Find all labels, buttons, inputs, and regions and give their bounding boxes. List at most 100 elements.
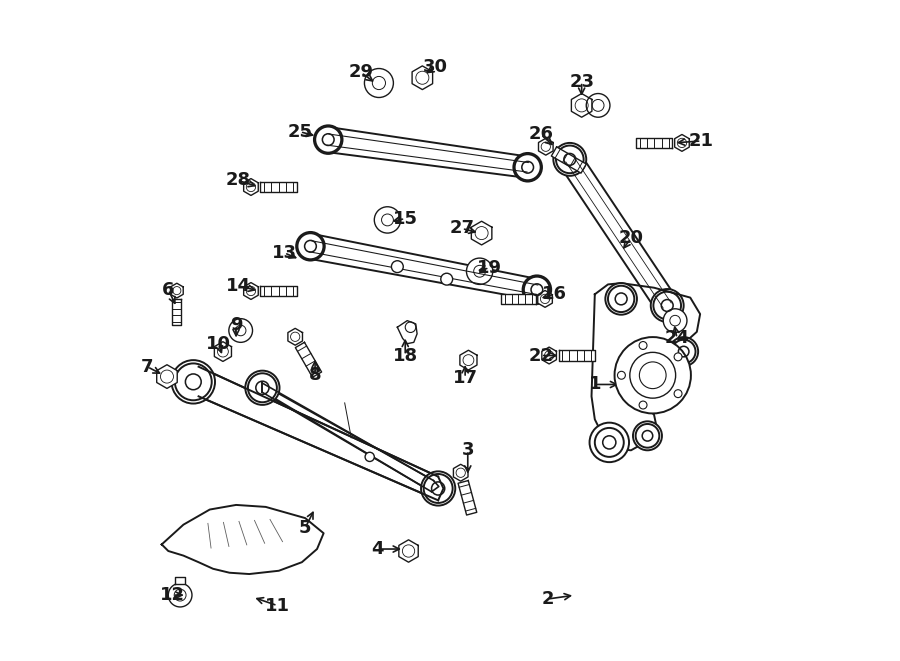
Text: 19: 19	[477, 259, 502, 277]
Circle shape	[651, 289, 684, 322]
Circle shape	[590, 422, 629, 462]
Text: 21: 21	[688, 132, 714, 150]
Polygon shape	[170, 284, 184, 298]
Text: 4: 4	[372, 540, 383, 558]
Circle shape	[639, 401, 647, 409]
Polygon shape	[559, 350, 595, 361]
Circle shape	[296, 232, 325, 260]
Text: 30: 30	[423, 58, 448, 76]
Polygon shape	[199, 367, 438, 500]
Polygon shape	[542, 347, 556, 364]
Polygon shape	[175, 577, 185, 584]
Text: 23: 23	[569, 73, 594, 91]
Circle shape	[523, 276, 551, 304]
Text: 15: 15	[392, 210, 418, 227]
Circle shape	[364, 69, 393, 97]
Text: 17: 17	[453, 369, 478, 387]
Text: 28: 28	[226, 171, 250, 190]
Polygon shape	[560, 153, 677, 312]
Circle shape	[608, 286, 634, 312]
Circle shape	[674, 390, 682, 398]
Text: 12: 12	[159, 586, 184, 604]
Polygon shape	[172, 299, 182, 325]
Circle shape	[515, 154, 541, 180]
Polygon shape	[244, 178, 258, 196]
Circle shape	[365, 452, 374, 461]
Circle shape	[615, 337, 691, 413]
Polygon shape	[472, 221, 492, 245]
Circle shape	[229, 319, 253, 342]
Circle shape	[606, 283, 637, 315]
Circle shape	[298, 233, 323, 259]
Text: 3: 3	[462, 442, 474, 459]
Polygon shape	[260, 286, 297, 296]
Text: 9: 9	[230, 316, 242, 334]
Polygon shape	[636, 137, 672, 148]
Circle shape	[635, 424, 660, 447]
Text: 24: 24	[664, 329, 689, 348]
Text: 10: 10	[206, 334, 230, 353]
Polygon shape	[399, 540, 418, 563]
Polygon shape	[295, 342, 321, 377]
Circle shape	[246, 371, 280, 405]
Text: 14: 14	[226, 277, 250, 295]
Polygon shape	[501, 293, 536, 304]
Text: 18: 18	[392, 346, 418, 364]
Text: 25: 25	[287, 123, 312, 141]
Text: 11: 11	[265, 597, 290, 615]
Polygon shape	[397, 321, 417, 344]
Polygon shape	[454, 464, 468, 481]
Text: 27: 27	[449, 219, 474, 237]
Polygon shape	[288, 329, 302, 345]
Circle shape	[248, 373, 277, 403]
Circle shape	[670, 337, 698, 366]
Circle shape	[172, 360, 215, 404]
Polygon shape	[538, 138, 554, 155]
Polygon shape	[260, 182, 297, 192]
Circle shape	[653, 292, 681, 319]
Text: 13: 13	[272, 244, 297, 262]
Circle shape	[392, 260, 403, 272]
Circle shape	[441, 273, 453, 285]
Circle shape	[421, 471, 455, 506]
Text: 8: 8	[309, 366, 321, 384]
Text: 20: 20	[618, 229, 644, 247]
Circle shape	[513, 153, 542, 182]
Text: 26: 26	[528, 126, 554, 143]
Circle shape	[595, 428, 624, 457]
Circle shape	[315, 127, 341, 153]
Circle shape	[639, 342, 647, 350]
Polygon shape	[538, 290, 553, 307]
Circle shape	[586, 94, 610, 117]
Polygon shape	[308, 234, 539, 300]
Polygon shape	[675, 134, 689, 151]
Circle shape	[633, 421, 662, 450]
Polygon shape	[591, 283, 700, 450]
Circle shape	[556, 145, 583, 173]
Polygon shape	[327, 127, 529, 178]
Text: 1: 1	[589, 375, 601, 393]
Polygon shape	[460, 350, 477, 370]
Text: 22: 22	[528, 346, 554, 364]
Circle shape	[671, 340, 696, 364]
Polygon shape	[162, 505, 324, 574]
Polygon shape	[214, 342, 231, 362]
Circle shape	[466, 258, 493, 284]
Polygon shape	[572, 94, 592, 117]
Circle shape	[617, 371, 626, 379]
Circle shape	[374, 207, 400, 233]
Polygon shape	[244, 283, 258, 299]
Text: 2: 2	[541, 590, 554, 608]
Polygon shape	[157, 365, 177, 389]
Circle shape	[674, 353, 682, 361]
Polygon shape	[412, 66, 433, 90]
Text: 6: 6	[162, 281, 175, 299]
Circle shape	[524, 277, 550, 303]
Polygon shape	[458, 481, 477, 515]
Text: 7: 7	[141, 358, 154, 375]
Circle shape	[314, 126, 343, 154]
Circle shape	[424, 474, 453, 503]
Circle shape	[663, 309, 687, 332]
Circle shape	[554, 143, 586, 176]
Text: 29: 29	[348, 63, 374, 81]
